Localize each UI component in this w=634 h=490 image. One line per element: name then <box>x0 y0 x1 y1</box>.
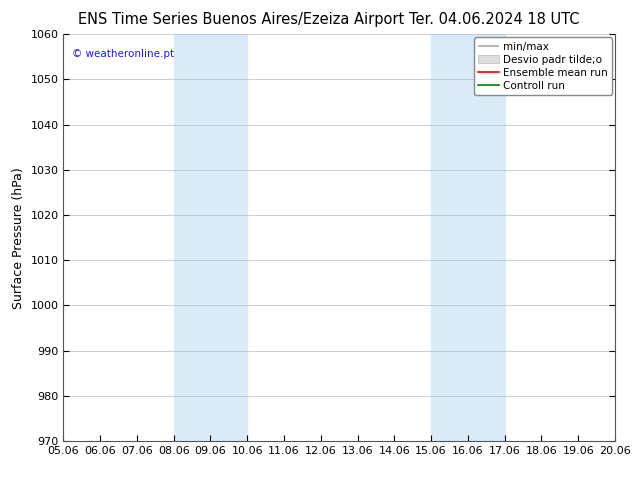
Text: © weatheronline.pt: © weatheronline.pt <box>72 49 174 58</box>
Text: ENS Time Series Buenos Aires/Ezeiza Airport: ENS Time Series Buenos Aires/Ezeiza Airp… <box>78 12 404 27</box>
Bar <box>431 34 505 441</box>
Text: Ter. 04.06.2024 18 UTC: Ter. 04.06.2024 18 UTC <box>410 12 579 27</box>
Bar <box>174 34 247 441</box>
Legend: min/max, Desvio padr tilde;o, Ensemble mean run, Controll run: min/max, Desvio padr tilde;o, Ensemble m… <box>474 37 612 95</box>
Y-axis label: Surface Pressure (hPa): Surface Pressure (hPa) <box>12 167 25 309</box>
